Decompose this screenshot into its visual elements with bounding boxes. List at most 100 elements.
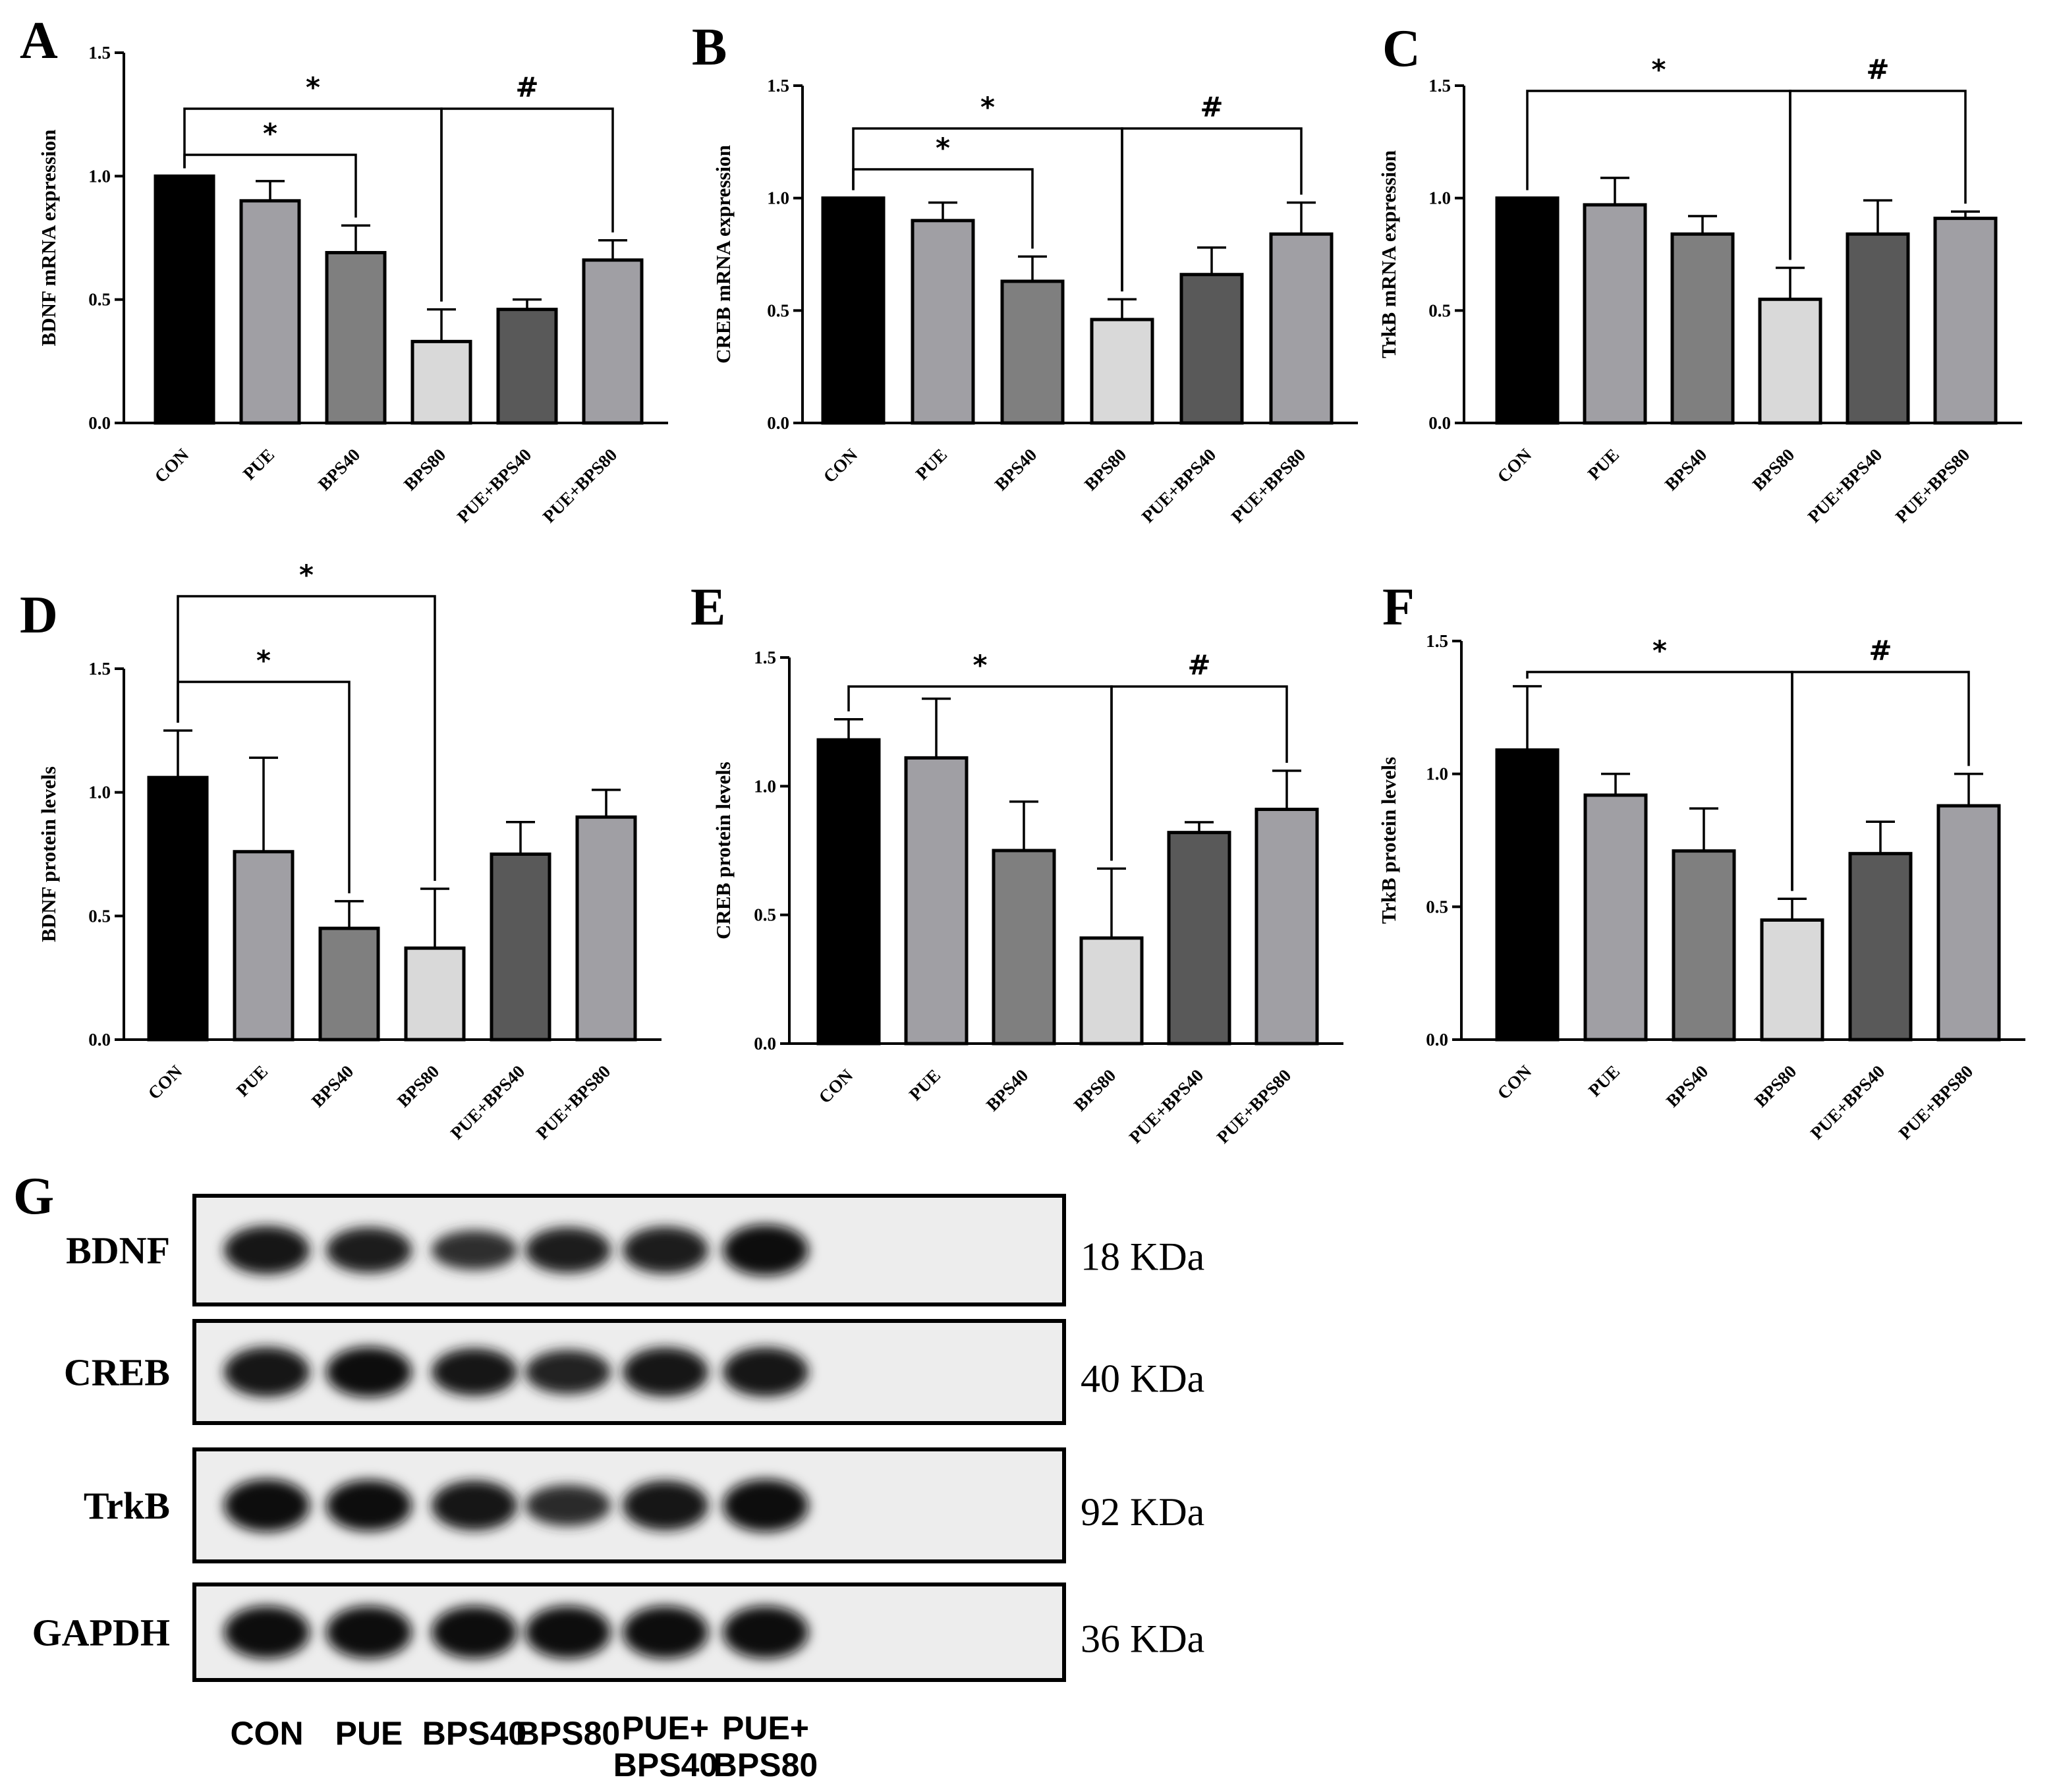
protein-band — [525, 1350, 611, 1394]
x-tick-label: PUE+BPS40 — [1138, 445, 1220, 526]
bar-pue — [239, 199, 301, 425]
y-tick-label: 1.0 — [88, 783, 111, 802]
significance-mark: * — [263, 117, 277, 150]
bar-bps40 — [1670, 232, 1735, 425]
protein-band — [525, 1227, 611, 1273]
protein-band — [432, 1230, 517, 1270]
significance-bracket — [1791, 671, 1970, 891]
lane-label: PUE — [335, 1715, 403, 1752]
protein-band — [723, 1347, 808, 1397]
x-tick-label: PUE — [905, 1065, 944, 1104]
significance-mark: * — [299, 559, 314, 591]
x-tick-label: CON — [151, 445, 193, 487]
bar-bps40 — [992, 849, 1056, 1046]
chart-panel-c: C 0.0 0.5 1.0 1.5 TrkB mRNA expression CON PUE B… — [1377, 20, 2022, 526]
bar-con — [1495, 748, 1560, 1042]
x-tick-label: BPS40 — [1661, 445, 1710, 494]
protein-band — [224, 1347, 310, 1397]
protein-band — [326, 1480, 412, 1531]
y-axis-label: CREB mRNA expression — [712, 145, 735, 364]
significance-mark: # — [515, 71, 538, 103]
y-tick-label: 1.5 — [1428, 76, 1451, 96]
molecular-weight-label: 18 KDa — [1081, 1235, 1204, 1279]
x-tick-label: CON — [820, 445, 862, 487]
x-tick-label: BPS40 — [314, 445, 364, 494]
bar-pue-bps80 — [1269, 232, 1334, 425]
significance-mark: * — [973, 649, 988, 681]
y-tick-label: 0.0 — [754, 1034, 776, 1053]
protein-band — [432, 1480, 517, 1530]
bar-bps80 — [410, 339, 472, 425]
y-tick-label: 0.5 — [88, 290, 111, 310]
blot-row-label: CREB — [64, 1351, 170, 1394]
protein-band — [224, 1606, 310, 1659]
y-tick-label: 1.5 — [1426, 631, 1448, 651]
x-tick-label: PUE — [239, 445, 278, 484]
bar-pue — [1583, 793, 1648, 1042]
chart-panel-a: A 0.0 0.5 1.0 1.5 BDNF mRNA expression CON PUE B… — [20, 12, 668, 526]
bar-bps80 — [404, 946, 466, 1042]
x-tick-label: CON — [815, 1065, 857, 1107]
lane-label: BPS80 — [714, 1747, 818, 1783]
y-tick-label: 1.5 — [88, 43, 111, 63]
bar-bps80 — [1079, 936, 1144, 1046]
x-tick-label: BPS80 — [1081, 445, 1130, 494]
y-tick-label: 1.0 — [754, 776, 776, 796]
y-tick-label: 1.5 — [754, 648, 776, 667]
panel-letter: D — [20, 586, 58, 644]
significance-mark: # — [1866, 53, 1889, 86]
protein-band — [224, 1479, 310, 1532]
chart-panel-f: F 0.0 0.5 1.0 1.5 TrkB protein levels CON PUE BP… — [1377, 578, 2025, 1143]
bar-con — [1495, 196, 1560, 425]
panel-letter: B — [692, 18, 727, 76]
x-tick-label: PUE+BPS80 — [1895, 1061, 1977, 1143]
bar-bps80 — [1758, 297, 1822, 425]
bar-pue-bps40 — [1846, 232, 1910, 425]
panel-letter: F — [1382, 578, 1415, 636]
x-tick-label: PUE — [233, 1061, 271, 1100]
y-axis-label: TrkB mRNA expression — [1377, 150, 1400, 358]
y-tick-label: 1.0 — [88, 166, 111, 186]
panel-letter: G — [13, 1167, 54, 1225]
x-tick-label: PUE+BPS40 — [1804, 445, 1886, 526]
x-tick-label: BPS80 — [1751, 1061, 1800, 1111]
bar-bps80 — [1760, 918, 1824, 1042]
x-tick-label: BPS40 — [982, 1065, 1032, 1115]
y-tick-label: 1.0 — [767, 188, 789, 208]
bar-pue-bps40 — [1179, 273, 1244, 425]
x-tick-label: PUE+BPS80 — [1227, 445, 1309, 526]
molecular-weight-label: 92 KDa — [1081, 1490, 1204, 1534]
lane-label: BPS40 — [613, 1747, 718, 1783]
protein-band — [525, 1606, 611, 1659]
bar-bps40 — [1672, 849, 1736, 1042]
y-axis-label: BDNF protein levels — [37, 766, 60, 942]
bar-pue — [233, 850, 295, 1042]
x-tick-label: PUE — [912, 445, 951, 484]
x-tick-label: PUE+BPS80 — [1892, 445, 1973, 526]
y-tick-label: 0.0 — [88, 1030, 111, 1050]
x-tick-label: PUE+BPS40 — [447, 1061, 528, 1143]
x-tick-label: PUE+BPS80 — [1213, 1065, 1295, 1147]
significance-mark: * — [980, 91, 995, 123]
protein-band — [224, 1225, 310, 1275]
significance-bracket — [1526, 90, 1791, 260]
x-tick-label: BPS80 — [393, 1061, 443, 1111]
x-tick-label: BPS80 — [400, 445, 449, 494]
panel-letter: A — [20, 12, 58, 70]
bar-pue-bps40 — [490, 853, 551, 1042]
x-tick-label: BPS80 — [1070, 1065, 1119, 1115]
protein-band — [623, 1226, 708, 1274]
y-axis-label: BDNF mRNA expression — [37, 130, 60, 347]
significance-bracket — [1121, 127, 1303, 292]
lane-label: PUE+ — [622, 1710, 709, 1747]
y-tick-label: 0.5 — [754, 905, 776, 925]
bar-pue-bps40 — [1848, 852, 1913, 1042]
blot-row-gapdh: GAPDH 36 KDa — [32, 1582, 1204, 1682]
blot-row-label: TrkB — [84, 1484, 170, 1527]
significance-bracket — [177, 595, 436, 882]
significance-bracket — [440, 107, 614, 302]
y-tick-label: 1.0 — [1426, 764, 1448, 784]
y-tick-label: 0.5 — [1428, 300, 1451, 320]
bar-pue-bps80 — [582, 258, 644, 425]
lane-label: CON — [230, 1715, 303, 1752]
